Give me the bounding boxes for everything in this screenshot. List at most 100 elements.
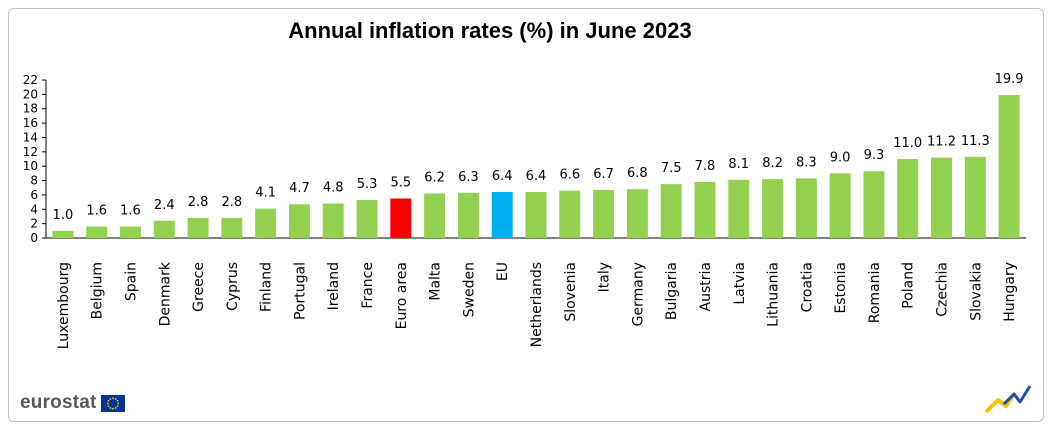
bar [52,230,74,238]
bar-value-label: 2.8 [188,195,209,210]
y-tick-label: 2 [30,217,38,231]
flag-star [109,397,111,400]
eu-flag-icon [100,394,125,412]
bar [559,190,581,238]
category-label: France [360,262,376,309]
bar [491,192,513,238]
bar [728,179,750,238]
bar [322,203,344,238]
bar [795,178,817,238]
category-label: EU [495,262,511,281]
bar-value-label: 7.8 [695,159,716,174]
eurostat-logo: eurostat [20,392,125,414]
bar-value-label: 4.7 [289,181,310,196]
bar-value-label: 6.4 [526,169,547,184]
category-label: Bulgaria [664,262,680,320]
flag-star [116,399,118,402]
bar-value-label: 7.5 [661,161,682,176]
category-label: Euro area [394,262,410,329]
flag-star [114,406,117,409]
bar [457,192,479,238]
bar-value-label: 6.2 [424,170,445,185]
y-tick-label: 14 [23,130,38,144]
category-label: Slovakia [968,262,984,321]
y-tick-label: 18 [23,102,38,116]
category-label: Germany [630,262,646,326]
category-label: Romania [867,262,883,323]
bar-value-label: 6.4 [492,169,513,184]
category-label: Ireland [326,262,342,310]
y-tick-label: 4 [30,202,38,216]
bar [626,189,648,238]
bar-value-label: 6.7 [593,167,614,182]
flag-star [111,407,114,410]
bar-value-label: 2.8 [222,195,243,210]
bar [424,193,446,238]
bar-value-label: 6.6 [559,168,580,183]
bar [255,208,277,238]
category-label: Netherlands [529,262,545,347]
bar-value-label: 11.2 [927,135,956,150]
category-labels: Luxembourg Belgium Spain Denmark Greece Cypru… [56,261,1018,349]
y-tick-label: 16 [23,116,38,130]
bar [931,157,952,238]
bars [52,95,1020,238]
bar [288,204,310,238]
category-label: Portugal [292,262,308,320]
bar-value-label: 4.1 [255,186,276,201]
category-label: Latvia [732,262,748,305]
category-label: Poland [901,262,917,309]
bar [356,199,378,238]
bar-value-label: 8.2 [762,156,783,171]
bar-value-label: 9.0 [830,150,851,165]
eurostat-logo-text: eurostat [20,392,97,413]
bar-value-label: 9.3 [864,148,885,163]
bar [863,171,885,238]
bar [593,189,615,238]
bar-value-label: 1.0 [53,208,74,223]
category-label: Luxembourg [56,262,72,349]
category-label: Hungary [1002,262,1018,322]
y-tick-label: 20 [23,87,38,101]
category-label: Slovenia [563,262,579,322]
bar [221,217,243,238]
category-label: Greece [191,262,207,312]
category-label: Belgium [90,262,106,319]
bar [153,220,175,238]
bar-value-label: 1.6 [120,204,141,219]
value-labels: 1.0 1.6 1.6 2.4 2.8 2.8 4.1 4.7 4.8 5.3 5.5 6.2 6.3 6… [53,72,1024,223]
y-tick-label: 12 [23,145,38,159]
bar [762,179,784,238]
category-label: Finland [259,262,275,312]
bar-value-label: 5.5 [390,176,411,191]
bar-value-label: 11.3 [961,134,990,149]
bar [998,95,1020,238]
bar-value-label: 2.4 [154,198,175,213]
bar [897,159,919,238]
bar-value-label: 4.8 [323,181,344,196]
bar-value-label: 11.0 [893,136,922,151]
y-tick-label: 6 [30,188,38,202]
y-tick-label: 22 [23,73,38,87]
eurostat-swoosh-icon [984,385,1032,414]
bar-value-label: 1.6 [86,204,107,219]
flag-star [109,406,111,409]
bar [390,198,412,238]
category-label: Malta [428,262,444,301]
y-tick-label: 10 [23,159,38,173]
bar [829,173,851,238]
bar [964,156,986,238]
category-label: Croatia [799,262,815,312]
y-tick-label: 8 [30,174,38,188]
category-label: Estonia [833,262,849,314]
bar-value-label: 6.3 [458,170,479,185]
category-label: Austria [698,262,714,311]
flag-star [107,399,109,402]
bar-value-label: 8.1 [728,157,749,172]
chart-title: Annual inflation rates (%) in June 2023 [288,18,692,43]
category-label: Cyprus [225,262,241,311]
bar [660,184,682,238]
category-label: Czechia [935,262,951,317]
category-label: Spain [123,262,139,301]
